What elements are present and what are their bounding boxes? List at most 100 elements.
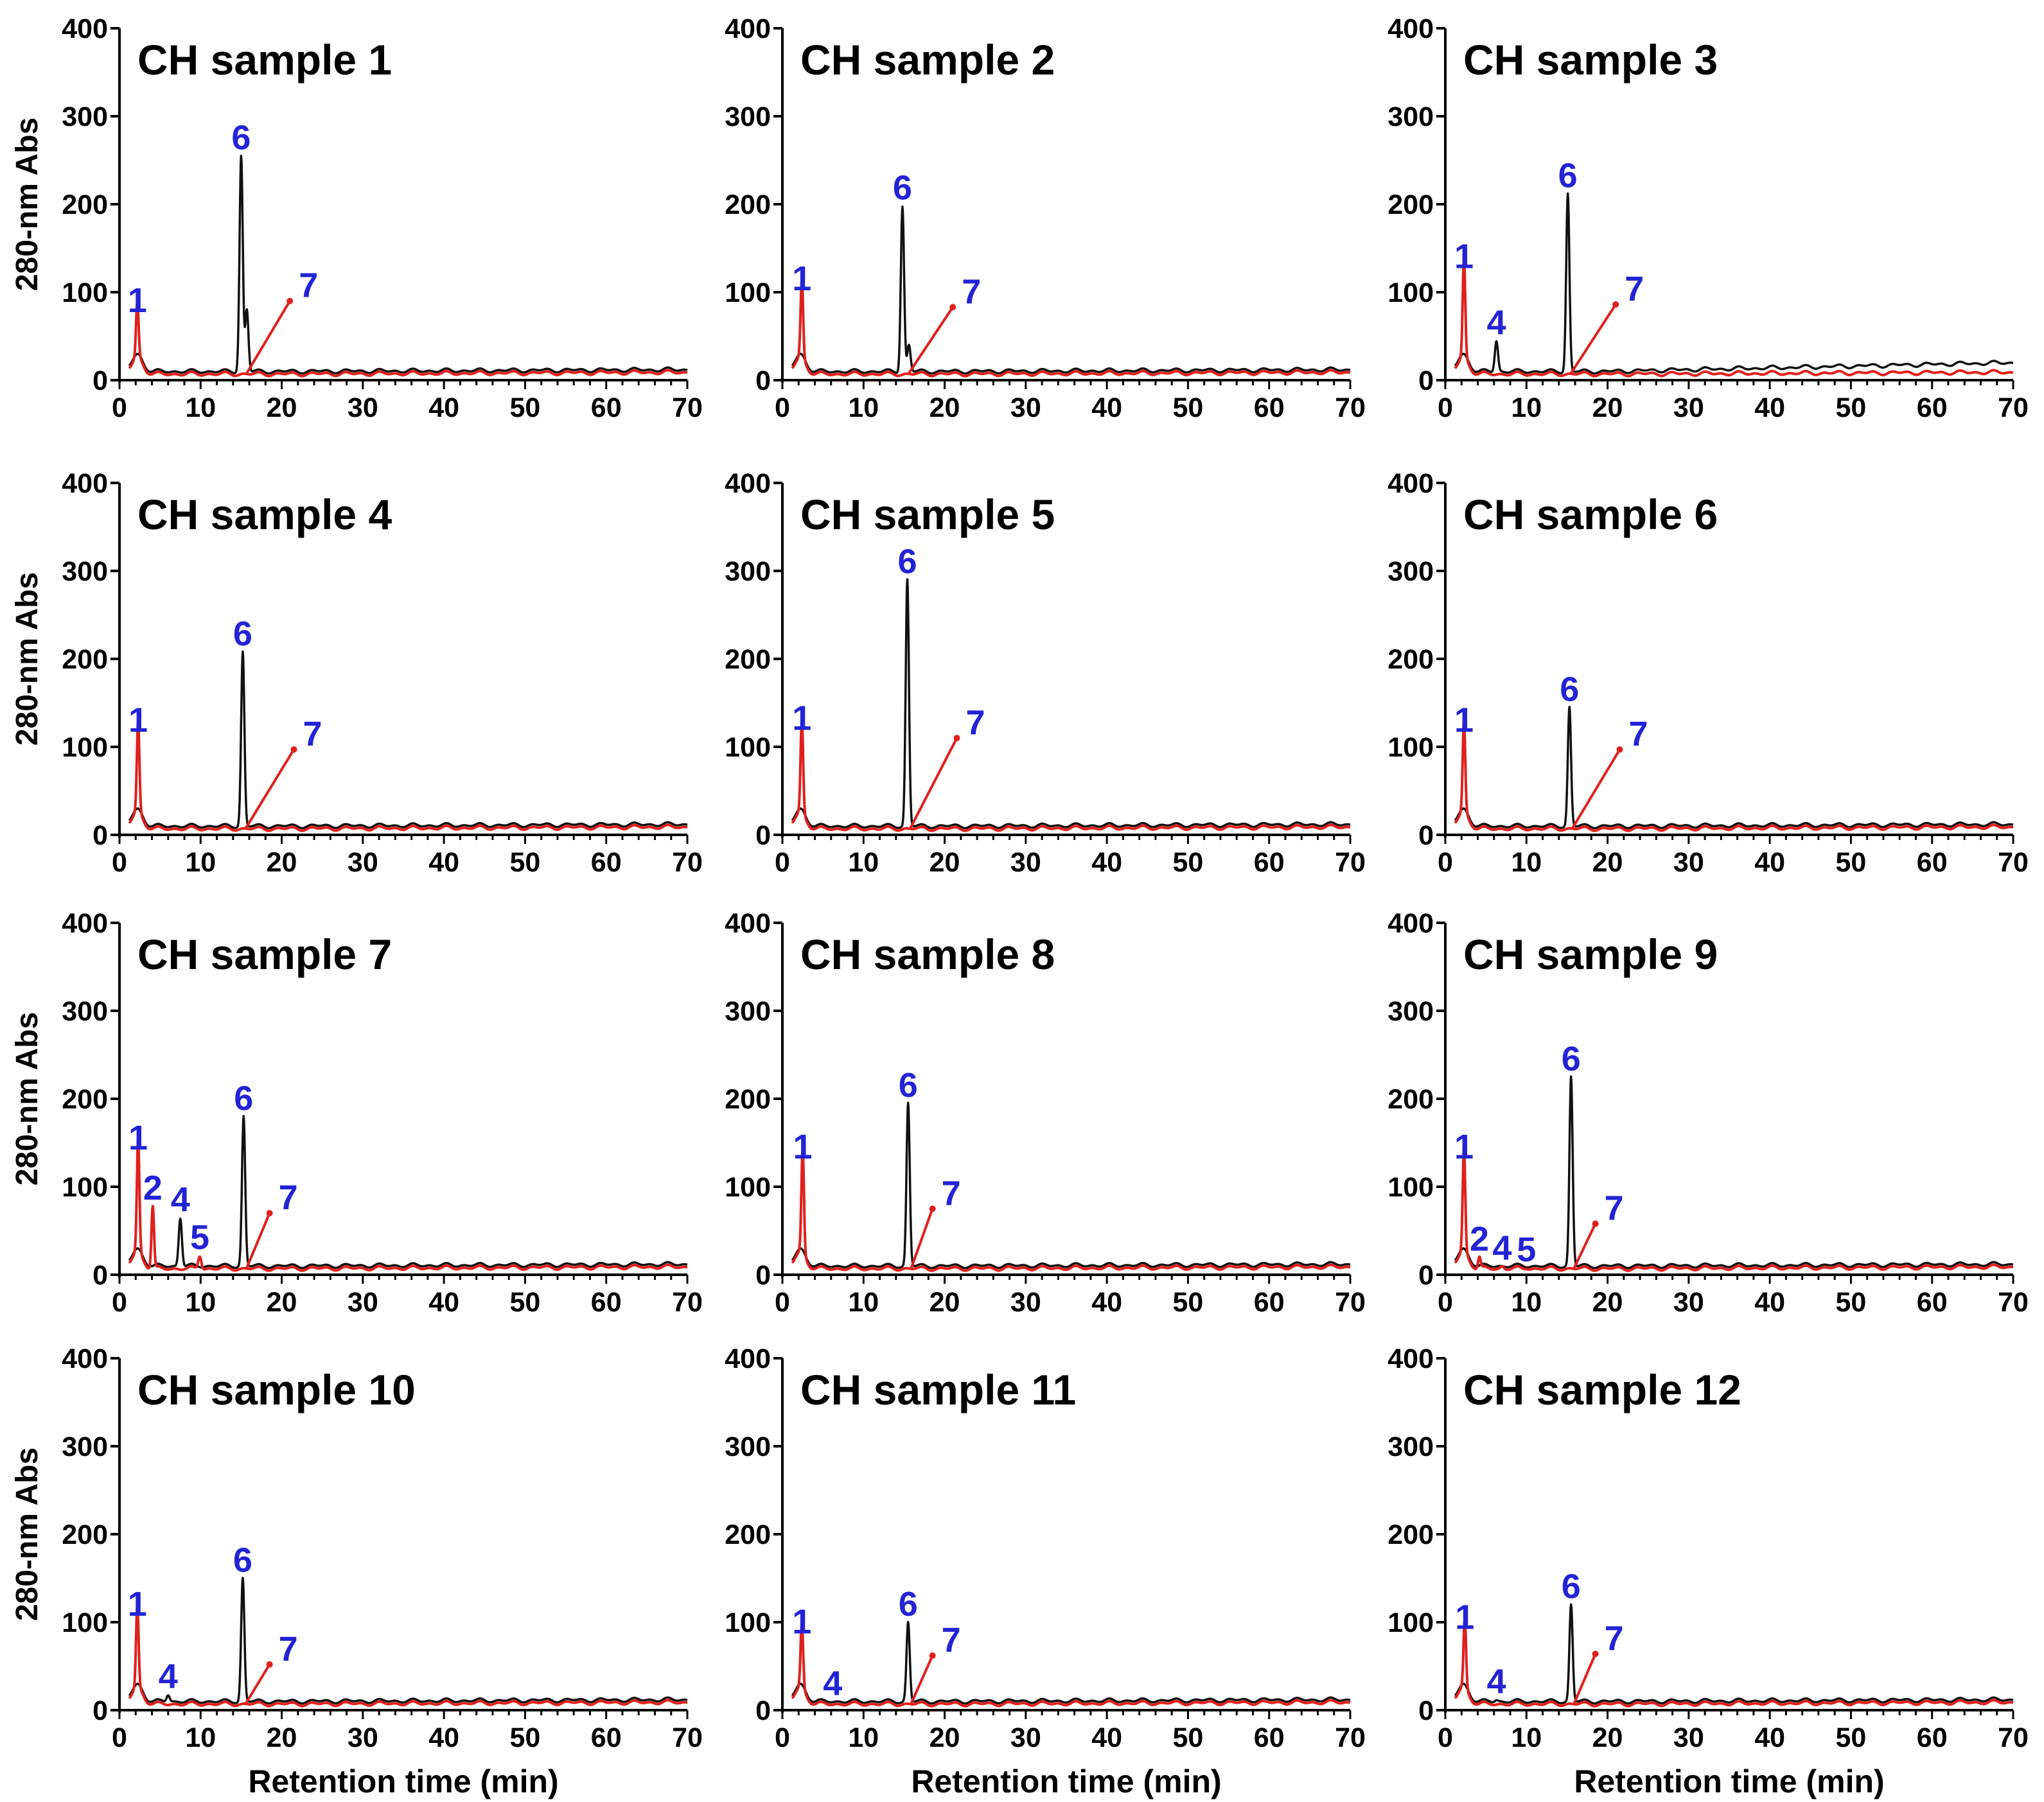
peak-label: 6 — [1562, 1568, 1581, 1606]
peak-7-pointer — [909, 737, 958, 828]
peak-label: 4 — [1492, 1229, 1511, 1267]
y-tick-label: 200 — [62, 1084, 108, 1115]
x-tick-label: 70 — [1335, 392, 1366, 423]
peak-label: 1 — [792, 259, 811, 298]
y-axis-label: 280-nm Abs — [10, 118, 44, 291]
x-tick-label: 0 — [775, 1722, 790, 1753]
y-tick-label: 0 — [93, 820, 108, 851]
y-axis-label: 280-nm Abs — [10, 1448, 44, 1621]
chart-title: CH sample 4 — [137, 491, 392, 538]
y-tick-label: 300 — [725, 556, 771, 587]
x-tick-label: 50 — [1173, 1722, 1204, 1753]
y-tick-label: 400 — [1388, 908, 1434, 939]
chart-title: CH sample 11 — [800, 1366, 1076, 1413]
black-trace — [128, 1577, 689, 1705]
y-tick-label: 200 — [1388, 1519, 1434, 1550]
peak-7-pointer-dot — [929, 1205, 936, 1212]
x-tick-label: 50 — [510, 1287, 541, 1318]
red-trace — [791, 278, 1352, 378]
x-tick-label: 10 — [1511, 392, 1542, 423]
peak-7-pointer-dot — [1592, 1650, 1599, 1658]
y-tick-label: 300 — [725, 101, 771, 132]
peak-7-pointer — [1573, 1223, 1597, 1268]
y-tick-label: 0 — [1418, 365, 1434, 396]
peak-label: 1 — [128, 1119, 148, 1157]
x-tick-label: 40 — [428, 847, 459, 878]
black-trace — [1454, 706, 2014, 830]
y-tick-label: 400 — [1388, 1343, 1434, 1374]
y-tick-label: 200 — [1388, 1084, 1434, 1115]
x-tick-label: 30 — [1010, 847, 1041, 878]
peak-7-pointer — [910, 1655, 934, 1704]
x-tick-label: 60 — [591, 392, 622, 423]
peak-7-pointer-dot — [290, 746, 297, 753]
y-tick-label: 0 — [93, 365, 108, 396]
x-tick-label: 30 — [1673, 847, 1704, 878]
x-tick-label: 20 — [1592, 392, 1623, 423]
black-trace — [791, 1620, 1352, 1705]
y-tick-label: 100 — [62, 1607, 108, 1638]
x-tick-label: 60 — [591, 847, 622, 878]
chart-panel-7: 0 100 200 300 400 0 10 20 30 40 50 60 70 CH sample 7 1… — [10, 908, 703, 1318]
x-tick-label: 70 — [1998, 1722, 2029, 1753]
peak-label: 7 — [966, 703, 985, 742]
y-tick-label: 100 — [62, 1172, 108, 1203]
x-tick-label: 30 — [348, 1722, 378, 1753]
peak-label: 6 — [893, 169, 912, 207]
x-tick-label: 40 — [428, 1722, 459, 1753]
peak-label: 1 — [792, 1602, 811, 1641]
peak-label: 1 — [128, 281, 147, 320]
chart-panel-12: 0 100 200 300 400 0 10 20 30 40 50 60 70 CH sample 12… — [1388, 1343, 2029, 1799]
x-tick-label: 50 — [1836, 392, 1867, 423]
x-tick-label: 50 — [1836, 847, 1867, 878]
x-tick-label: 50 — [510, 847, 541, 878]
x-tick-label: 40 — [1754, 1287, 1785, 1318]
x-tick-label: 20 — [267, 1722, 297, 1753]
x-tick-label: 0 — [1438, 847, 1453, 878]
y-tick-label: 100 — [62, 277, 108, 308]
x-tick-label: 20 — [929, 1287, 960, 1318]
chart-panel-5: 0 100 200 300 400 0 10 20 30 40 50 60 70 CH sample 5 1… — [725, 468, 1366, 878]
chart-title: CH sample 6 — [1463, 491, 1718, 538]
x-axis-label: Retention time (min) — [248, 1763, 558, 1799]
peak-7-pointer — [245, 749, 295, 829]
black-trace — [128, 650, 689, 830]
x-tick-label: 20 — [267, 847, 297, 878]
y-tick-label: 400 — [1388, 13, 1434, 44]
x-tick-label: 50 — [1173, 392, 1204, 423]
red-trace — [1454, 719, 2014, 832]
peak-label: 1 — [1454, 701, 1474, 739]
y-tick-label: 300 — [62, 996, 108, 1027]
peak-label: 2 — [1470, 1220, 1489, 1259]
x-tick-label: 0 — [775, 847, 790, 878]
y-tick-label: 400 — [62, 908, 108, 939]
x-tick-label: 70 — [672, 847, 703, 878]
y-tick-label: 400 — [725, 1343, 771, 1374]
y-tick-label: 200 — [725, 644, 771, 675]
peak-label: 7 — [962, 272, 981, 311]
y-tick-label: 0 — [1418, 1695, 1434, 1726]
chart-title: CH sample 9 — [1463, 931, 1718, 978]
peak-label: 4 — [1487, 303, 1506, 342]
y-tick-label: 200 — [1388, 189, 1434, 220]
chart-title: CH sample 12 — [1463, 1366, 1741, 1413]
black-trace — [791, 578, 1352, 830]
peak-label: 6 — [234, 1079, 253, 1117]
x-tick-label: 0 — [1438, 1287, 1453, 1318]
x-tick-label: 40 — [1091, 1722, 1122, 1753]
x-tick-label: 60 — [1917, 847, 1948, 878]
peak-label: 5 — [1517, 1230, 1536, 1269]
y-axis-label: 280-nm Abs — [10, 1012, 44, 1185]
y-tick-label: 0 — [755, 1695, 771, 1726]
chart-title: CH sample 3 — [1463, 36, 1718, 83]
x-tick-label: 70 — [672, 1722, 703, 1753]
peak-label: 6 — [233, 1541, 252, 1580]
peak-7-pointer — [910, 1208, 934, 1268]
x-tick-label: 30 — [1010, 392, 1041, 423]
y-tick-label: 100 — [1388, 1172, 1434, 1203]
y-tick-label: 300 — [1388, 556, 1434, 587]
y-tick-label: 0 — [755, 365, 771, 396]
x-tick-label: 60 — [1254, 392, 1285, 423]
y-tick-label: 200 — [725, 189, 771, 220]
peak-label: 6 — [231, 119, 251, 157]
